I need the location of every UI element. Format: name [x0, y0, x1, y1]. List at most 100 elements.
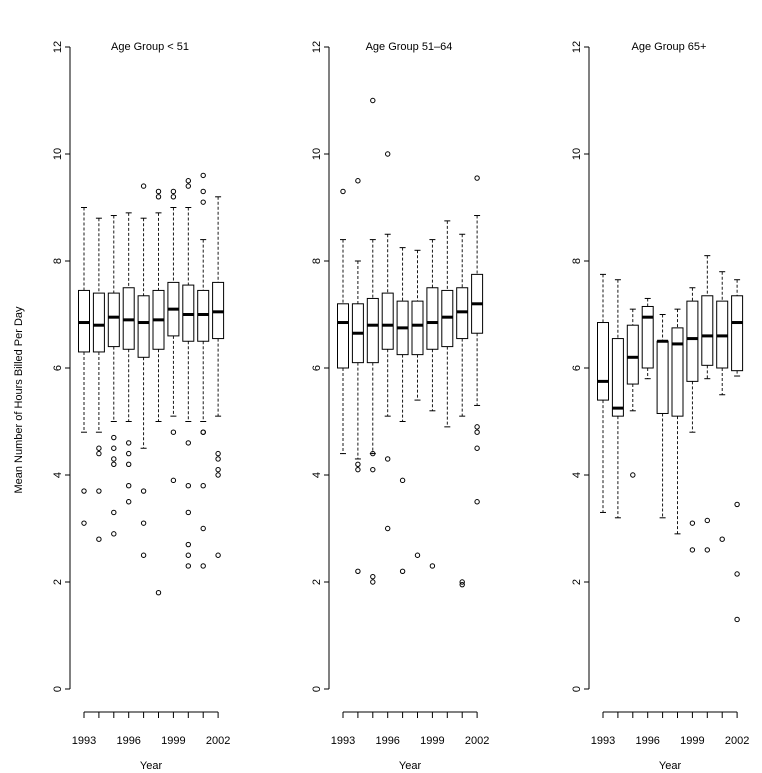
outlier-point — [340, 188, 346, 195]
outlier-point — [414, 552, 421, 558]
outlier-point — [185, 440, 192, 446]
x-tick-label: 2002 — [465, 735, 489, 747]
outlier-point — [126, 461, 132, 467]
outlier-point — [126, 499, 132, 505]
box-1993 — [597, 273, 609, 513]
outlier-point — [734, 571, 740, 577]
y-tick-label: 2 — [52, 579, 64, 585]
x-tick-label: 1999 — [680, 735, 704, 747]
y-tick-label: 8 — [311, 258, 323, 264]
box-iqr — [137, 295, 150, 358]
box-1994 — [92, 217, 105, 542]
y-tick-label: 4 — [571, 472, 583, 478]
y-tick-label: 4 — [311, 472, 323, 478]
x-tick-label: 1996 — [635, 735, 659, 747]
outlier-point — [185, 483, 192, 489]
y-tick-label: 0 — [52, 686, 64, 692]
x-tick-label: 1996 — [375, 735, 399, 747]
outlier-point — [96, 450, 102, 457]
outlier-point — [170, 477, 177, 484]
outlier-point — [429, 563, 436, 569]
outlier-point — [111, 461, 117, 467]
outlier-point — [200, 525, 206, 532]
box-iqr — [701, 295, 714, 366]
outlier-point — [185, 178, 192, 184]
x-tick-label: 1999 — [161, 735, 185, 747]
outlier-point — [185, 552, 192, 558]
outlier-point — [689, 547, 696, 553]
box-1994 — [611, 279, 624, 519]
outlier-point — [474, 429, 480, 435]
box-iqr — [337, 303, 349, 369]
box-iqr — [92, 292, 105, 353]
y-tick-label: 10 — [571, 148, 583, 160]
box-1993 — [78, 207, 90, 526]
panel-2: 0 2 4 6 8 10 12 1993 1996 1999 2002 Year Age Group 5… — [311, 41, 489, 772]
y-tick-label: 2 — [311, 579, 323, 585]
outlier-point — [719, 536, 725, 542]
box-2000 — [441, 220, 454, 428]
box-iqr — [366, 297, 379, 364]
outlier-point — [200, 563, 206, 569]
outlier-point — [689, 520, 696, 526]
x-tick-label: 1993 — [72, 735, 96, 747]
outlier-point — [81, 520, 87, 526]
outlier-point — [96, 445, 102, 451]
panel-3: 0 2 4 6 8 10 12 1993 1996 1999 2002 Year Age Group 6… — [571, 41, 749, 772]
panel-title: Age Group 51–64 — [366, 41, 453, 53]
outlier-point — [126, 450, 132, 457]
box-2000 — [182, 178, 195, 569]
outlier-point — [704, 547, 710, 553]
y-tick-label: 12 — [571, 41, 583, 53]
box-2002 — [731, 279, 744, 623]
outlier-point — [215, 472, 221, 478]
outlier-point — [200, 172, 206, 179]
outlier-point — [215, 466, 221, 473]
box-1999 — [426, 239, 439, 569]
box-iqr — [597, 322, 609, 401]
box-iqr — [671, 327, 684, 417]
y-tick-label: 8 — [571, 258, 583, 264]
box-1997 — [137, 183, 150, 558]
outlier-point — [140, 520, 147, 526]
x-axis-label: Year — [140, 760, 163, 772]
outlier-point — [111, 509, 117, 516]
outlier-point — [385, 525, 391, 532]
outlier-point — [215, 456, 221, 462]
outlier-point — [185, 183, 192, 189]
outlier-point — [155, 590, 162, 596]
box-2001 — [456, 233, 469, 588]
box-iqr — [641, 305, 654, 369]
outlier-point — [474, 424, 480, 430]
outlier-point — [170, 188, 177, 195]
y-tick-label: 12 — [311, 41, 323, 53]
outlier-point — [370, 466, 376, 473]
outlier-point — [96, 536, 102, 542]
outlier-point — [215, 552, 221, 558]
outlier-point — [96, 488, 102, 494]
box-iqr — [686, 300, 699, 382]
x-axis-label: Year — [399, 760, 422, 772]
x-tick-label: 1999 — [420, 735, 444, 747]
outlier-point — [111, 456, 117, 462]
outlier-point — [734, 616, 740, 623]
outlier-point — [385, 151, 391, 157]
outlier-point — [111, 445, 117, 451]
outlier-point — [200, 483, 206, 489]
outlier-point — [399, 568, 406, 574]
outlier-point — [215, 450, 221, 457]
outlier-point — [370, 450, 376, 457]
outlier-point — [355, 568, 361, 574]
box-2000 — [701, 255, 714, 553]
box-iqr — [426, 287, 439, 350]
panel-title: Age Group 65+ — [632, 41, 707, 53]
y-tick-label: 8 — [52, 258, 64, 264]
outlier-point — [399, 477, 406, 484]
outlier-point — [111, 434, 117, 441]
outlier-point — [126, 483, 132, 489]
y-tick-label: 2 — [571, 579, 583, 585]
y-tick-label: 4 — [52, 472, 64, 478]
outlier-point — [111, 531, 117, 537]
